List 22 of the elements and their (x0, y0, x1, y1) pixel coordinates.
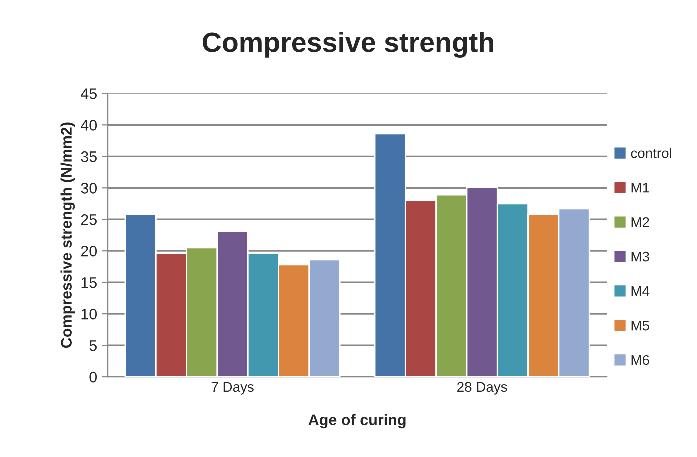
y-tick-label: 15 (82, 278, 97, 288)
x-axis-title: Age of curing (308, 414, 406, 429)
y-tick-label: 5 (90, 340, 97, 352)
y-tick-label: 0 (90, 372, 98, 383)
x-tick-label: 28 Days (458, 382, 508, 395)
legend-label: M6 (632, 355, 650, 366)
legend-label: M3 (632, 252, 650, 262)
x-tick-label: 7 Days (212, 382, 254, 395)
legend-label: M4 (632, 286, 650, 296)
y-tick-label: 40 (80, 120, 98, 131)
legend-label: M5 (632, 321, 650, 331)
legend-label: M2 (632, 217, 650, 228)
legend-label: control (631, 148, 672, 158)
y-tick-label: 10 (82, 308, 98, 320)
legend-label: M1 (632, 183, 650, 193)
chart-title: Compressive strength (203, 32, 494, 58)
y-axis-title: Compressive strength (N/mm2) (60, 122, 76, 348)
y-tick-label: 35 (81, 152, 97, 162)
y-tick-label: 20 (81, 246, 98, 257)
y-tick-label: 25 (81, 214, 97, 226)
y-tick-label: 45 (80, 88, 97, 100)
y-tick-label: 30 (81, 183, 98, 194)
